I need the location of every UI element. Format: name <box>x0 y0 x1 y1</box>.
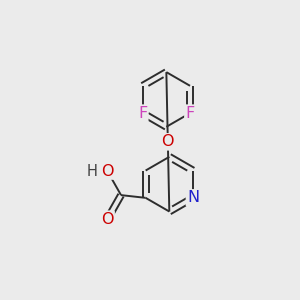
Text: O: O <box>101 212 114 227</box>
Text: O: O <box>101 164 114 178</box>
Text: F: F <box>185 106 195 121</box>
Text: O: O <box>162 134 174 149</box>
Text: F: F <box>138 106 147 121</box>
Text: N: N <box>187 190 199 206</box>
Text: H: H <box>87 164 98 178</box>
